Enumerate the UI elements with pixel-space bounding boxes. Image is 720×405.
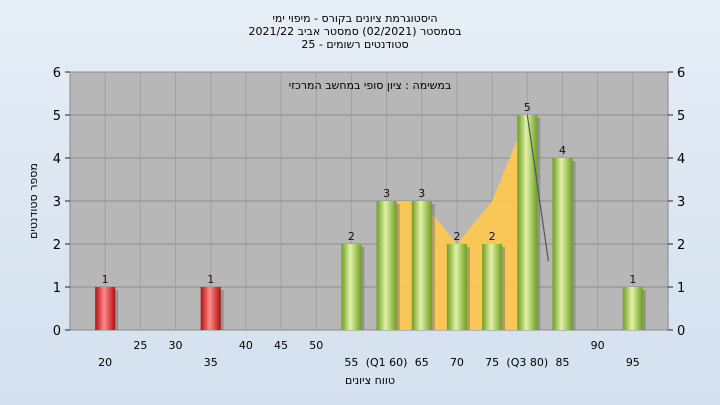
x-tick-label: 75 <box>485 356 499 369</box>
y-tick-label: 1 <box>53 281 61 296</box>
bar-label: 5 <box>524 101 531 114</box>
bar-label: 1 <box>207 273 214 286</box>
y-tick-label-right: 3 <box>677 195 685 210</box>
bar <box>552 158 573 330</box>
bar-label: 1 <box>629 273 636 286</box>
x-tick-label: 85 <box>555 356 569 369</box>
bar-labels-layer: 1 1 2 3 3 2 2 5 4 1 <box>102 101 637 286</box>
x-axis: 20 35 55 (Q1 60) 65 70 75 (Q3 80) 85 95 25 30 40 45 50… <box>98 339 640 369</box>
bar-label: 3 <box>418 187 425 200</box>
bar <box>95 287 116 330</box>
y-tick-label: 2 <box>53 238 61 253</box>
y-axis-right: 0 1 2 3 4 5 6 <box>668 66 685 339</box>
x-tick-label: 20 <box>98 356 112 369</box>
bar <box>411 201 432 330</box>
bar-label: 2 <box>453 230 460 243</box>
bar <box>517 115 538 330</box>
y-tick-label: 3 <box>53 195 61 210</box>
chart-title-line-2: בסמסטר (02/2021) סמסטר אביב 2021/22 <box>248 25 461 38</box>
y-tick-label: 6 <box>53 66 61 81</box>
y-axis-title: מספר סטודנטים <box>27 163 40 239</box>
bar <box>341 244 362 330</box>
y-tick-label-right: 0 <box>677 324 685 339</box>
y-tick-label: 4 <box>53 152 61 167</box>
x-tick-label: 45 <box>274 339 288 352</box>
y-tick-label-right: 1 <box>677 281 685 296</box>
y-tick-label-right: 5 <box>677 109 685 124</box>
y-tick-label-right: 4 <box>677 152 685 167</box>
chart-subtitle: במשימה : ציון סופי במחשב המרכזי <box>289 79 452 92</box>
x-tick-label: (Q1 60) <box>366 356 408 369</box>
bar <box>376 201 397 330</box>
bar <box>622 287 643 330</box>
x-axis-title: טווח ציונים <box>345 374 395 387</box>
bar-label: 3 <box>383 187 390 200</box>
bar <box>446 244 467 330</box>
chart-title-line-3: סטודנטים רשומים - 25 <box>301 38 408 51</box>
x-tick-label: 55 <box>344 356 358 369</box>
bar-label: 1 <box>102 273 109 286</box>
y-tick-label: 5 <box>53 109 61 124</box>
x-tick-label: 90 <box>591 339 605 352</box>
x-tick-label: 50 <box>309 339 323 352</box>
bar-label: 2 <box>348 230 355 243</box>
x-tick-label: 30 <box>169 339 183 352</box>
bar <box>200 287 221 330</box>
x-tick-label: 25 <box>133 339 147 352</box>
trend-line <box>526 114 549 262</box>
y-tick-label-right: 6 <box>677 66 685 81</box>
bars-layer <box>95 115 646 330</box>
x-tick-label: (Q3 80) <box>506 356 548 369</box>
y-tick-label-right: 2 <box>677 238 685 253</box>
chart-title-line-1: היסטוגרמת ציונים בקורס - מיפוי ימי <box>272 12 437 25</box>
bar-label: 2 <box>489 230 496 243</box>
bar <box>482 244 503 330</box>
y-tick-label: 0 <box>53 324 61 339</box>
bar-label: 4 <box>559 144 566 157</box>
x-tick-label: 95 <box>626 356 640 369</box>
x-tick-label: 70 <box>450 356 464 369</box>
y-axis-left: 0 1 2 3 4 5 6 <box>53 66 70 339</box>
x-tick-label: 35 <box>204 356 218 369</box>
x-tick-label: 40 <box>239 339 253 352</box>
x-tick-label: 65 <box>415 356 429 369</box>
